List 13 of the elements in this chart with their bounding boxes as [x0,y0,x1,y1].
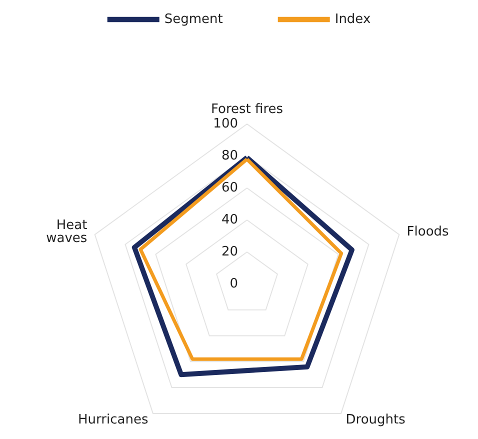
y-tick-label: 0 [230,276,238,292]
y-tick-label: 100 [213,116,238,132]
y-tick-label: 80 [221,148,238,164]
spoke-label: Forest fires [210,102,284,117]
y-tick-label: 20 [221,244,238,260]
y-tick-label: 40 [221,212,238,228]
spoke-label: Hurricanes [78,412,148,428]
legend-label: Index [334,12,371,27]
spoke-label: Droughts [346,412,406,428]
spoke-label: Heat waves [46,218,88,246]
spoke-label: Floods [406,224,450,240]
y-tick-label: 60 [221,180,238,196]
legend-label: Segment [164,12,223,27]
